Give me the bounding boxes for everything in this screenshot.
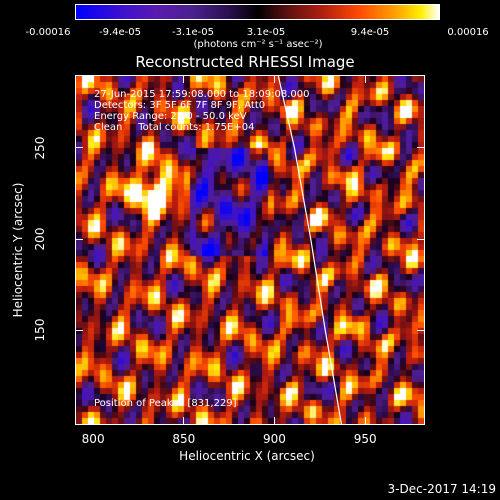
colorbar-tick: 9.4e-05: [350, 27, 390, 38]
x-tick-label: 900: [263, 432, 286, 446]
peak-label: Position of Peak = [831,229]: [94, 398, 237, 409]
colorbar: [75, 4, 440, 20]
y-tick-label: 150: [33, 318, 47, 342]
annotation-time: 27-Jun-2015 17:59:08.000 to 18:09:08.000: [94, 89, 310, 100]
y-tick-mark: [417, 329, 425, 331]
y-tick-mark: [75, 147, 83, 149]
x-tick-mark: [273, 417, 275, 425]
x-tick-mark: [92, 75, 94, 83]
x-tick-mark: [364, 75, 366, 83]
annotation-detectors: Detectors: 3F 5F 6F 7F 8F 9F, Att0: [94, 100, 266, 111]
x-tick-label: 950: [353, 432, 377, 446]
colorbar-unit: (photons cm⁻² s⁻¹ asec⁻²): [193, 39, 323, 50]
x-tick-label: 800: [81, 432, 105, 446]
y-tick-mark: [75, 238, 83, 240]
y-tick-mark: [75, 329, 83, 331]
x-tick-mark: [364, 417, 366, 425]
y-tick-label: 200: [33, 227, 47, 251]
plot-area: 27-Jun-2015 17:59:08.000 to 18:09:08.000…: [75, 75, 425, 425]
colorbar-tick: -0.00016: [25, 27, 71, 38]
x-tick-mark: [183, 75, 185, 83]
annotation-energy: Energy Range: 25.0 - 50.0 keV: [94, 111, 247, 122]
x-tick-mark: [183, 417, 185, 425]
colorbar-tick: 3.1e-05: [246, 27, 286, 38]
footer-date: 3-Dec-2017 14:19: [387, 482, 496, 496]
colorbar-tick: 0.00016: [447, 27, 489, 38]
colorbar-tick: -9.4e-05: [99, 27, 141, 38]
y-tick-label: 250: [33, 136, 47, 160]
x-axis-label: Heliocentric X (arcsec): [179, 449, 315, 463]
chart-title: Reconstructed RHESSI Image: [135, 53, 355, 71]
y-tick-mark: [417, 147, 425, 149]
limb-svg: [277, 76, 343, 424]
annotation-counts: Clean Total counts: 1.75E+04: [94, 122, 255, 133]
x-tick-label: 850: [172, 432, 196, 446]
colorbar-tick: -3.1e-05: [172, 27, 214, 38]
y-tick-mark: [417, 238, 425, 240]
y-axis-label: Heliocentric Y (arcsec): [11, 182, 25, 318]
x-tick-mark: [273, 75, 275, 83]
solar-limb-line: [277, 76, 343, 424]
heatmap-image: [76, 76, 424, 424]
x-tick-mark: [92, 417, 94, 425]
